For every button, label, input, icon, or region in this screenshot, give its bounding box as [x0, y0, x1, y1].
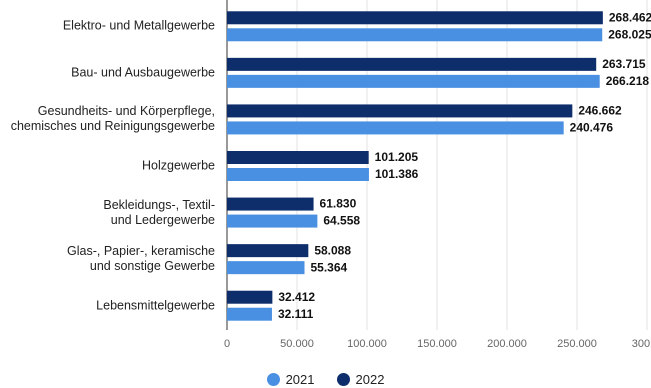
- category-label: Bekleidungs-, Textil- und Ledergewerbe: [103, 197, 215, 227]
- value-label: 32.111: [278, 307, 314, 321]
- legend-item[interactable]: 2022: [336, 372, 385, 387]
- category-label: Holzgewerbe: [142, 158, 215, 173]
- bar: [227, 11, 603, 25]
- legend-item[interactable]: 2021: [266, 372, 315, 387]
- value-label: 101.205: [375, 150, 419, 164]
- value-label: 266.218: [606, 74, 650, 88]
- category-label: Bau- und Ausbaugewerbe: [71, 65, 215, 80]
- bar: [227, 197, 314, 211]
- value-label: 268.462: [609, 10, 651, 24]
- x-tick-label: 150.000: [417, 338, 457, 350]
- value-label: 101.386: [375, 167, 419, 181]
- value-label: 263.715: [602, 57, 646, 71]
- bar: [227, 307, 272, 321]
- value-label: 246.662: [578, 104, 622, 118]
- bar: [227, 57, 597, 71]
- bar: [227, 151, 369, 164]
- bar: [227, 290, 273, 304]
- bar: [227, 261, 305, 275]
- bar: [227, 244, 309, 258]
- bar: [227, 104, 573, 118]
- category-label: Glas-, Papier-, keramische und sonstige …: [67, 244, 215, 274]
- category-label: Gesundheits- und Körperpflege, chemische…: [10, 104, 215, 134]
- x-tick-label: 250.000: [557, 338, 597, 350]
- bar: [227, 28, 603, 42]
- bar: [227, 121, 564, 135]
- bar: [227, 214, 318, 228]
- legend-swatch: [336, 373, 350, 386]
- legend: 2021 2022: [0, 372, 651, 387]
- category-label: Elektro- und Metallgewerbe: [62, 18, 215, 33]
- value-label: 55.364: [311, 260, 348, 274]
- value-label: 64.558: [323, 214, 360, 228]
- x-tick-label: 200.000: [487, 338, 527, 350]
- x-tick-label: 300....: [632, 338, 651, 350]
- value-label: 268.025: [608, 27, 651, 41]
- legend-swatch: [266, 373, 280, 386]
- legend-label: 2021: [285, 372, 315, 387]
- category-label: Lebensmittelgewerbe: [96, 298, 215, 313]
- value-label: 58.088: [314, 243, 351, 257]
- x-tick-label: 50.000: [280, 338, 314, 350]
- value-label: 61.830: [320, 197, 357, 211]
- legend-label: 2022: [355, 372, 385, 387]
- x-tick-label: 100.000: [347, 338, 387, 350]
- value-label: 32.412: [278, 290, 315, 304]
- bar: [227, 74, 600, 88]
- x-tick-label: 0: [224, 338, 230, 350]
- value-label: 240.476: [570, 121, 614, 135]
- bar: [227, 168, 369, 181]
